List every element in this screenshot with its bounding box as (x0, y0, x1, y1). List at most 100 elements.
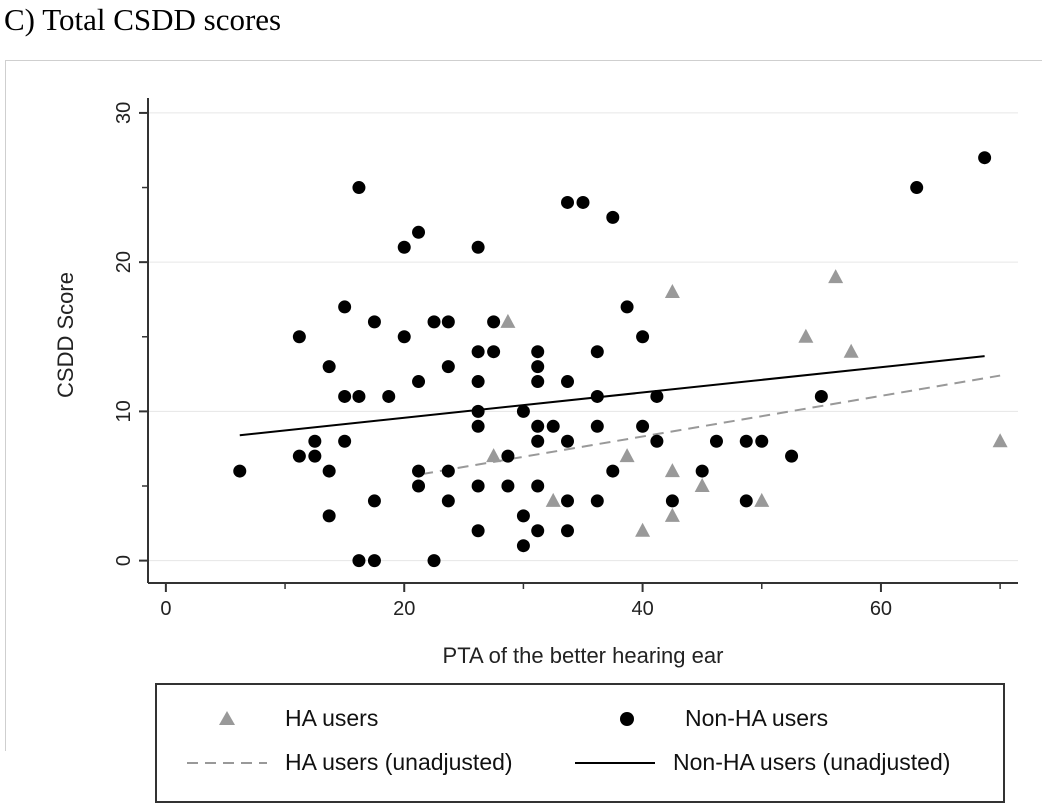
chart-frame (5, 60, 1042, 751)
ha-user-point (828, 269, 844, 284)
fit-lines (239, 355, 1001, 476)
non-ha-user-point (441, 464, 455, 478)
ha-user-point (843, 343, 859, 358)
non-ha-user-point (441, 315, 455, 329)
x-tick-label: 0 (160, 598, 171, 620)
non-ha-user-point (501, 479, 515, 493)
non-ha-user-point (695, 464, 709, 478)
ha-user-point (500, 313, 516, 328)
non-ha-user-point (590, 389, 604, 403)
x-axis-label: PTA of the better hearing ear (443, 643, 724, 668)
non-ha-user-point (561, 434, 575, 448)
non-ha-user-point (665, 494, 679, 508)
non-ha-user-point (785, 449, 799, 463)
non-ha-user-point (412, 464, 426, 478)
non-ha-user-point (531, 345, 545, 359)
non-ha-user-point (531, 524, 545, 538)
non-ha-user-point (352, 181, 366, 195)
ha-user-point (664, 507, 680, 522)
non-ha-user-point (397, 240, 411, 254)
non-ha-user-point (531, 434, 545, 448)
legend-item-non-ha-fit: Non-HA users (unadjusted) (575, 749, 950, 776)
non-ha-user-point (620, 300, 634, 314)
ha-user-point (486, 448, 502, 463)
ha-user-point (798, 328, 814, 343)
non-ha-user-point (427, 554, 441, 568)
non-ha-user-point (471, 345, 485, 359)
legend-label-ha-fit: HA users (unadjusted) (285, 749, 513, 775)
non-ha-user-point (338, 300, 352, 314)
non-ha-user-point (814, 389, 828, 403)
non-ha-user-point (471, 404, 485, 418)
non-ha-user-point (636, 330, 650, 344)
y-tick-label: 30 (113, 102, 135, 124)
non-ha-user-point (561, 494, 575, 508)
circle-icon (587, 707, 667, 731)
ticks: 0 10 20 30 0 20 40 60 (113, 102, 1001, 620)
non-ha-user-point (531, 375, 545, 389)
gridlines (148, 112, 1018, 562)
non-ha-user-point (412, 479, 426, 493)
x-tick-label: 20 (393, 598, 415, 620)
non-ha-fit-line (239, 355, 985, 437)
non-ha-user-point (636, 419, 650, 433)
non-ha-user-point (322, 464, 336, 478)
non-ha-user-point (487, 345, 501, 359)
non-ha-user-point (501, 449, 515, 463)
data-points (233, 151, 1008, 568)
panel-title: C) Total CSDD scores (4, 2, 282, 37)
legend-item-non-ha-users: Non-HA users (587, 705, 828, 732)
non-ha-user-point (516, 539, 530, 553)
legend-label-ha-users: HA users (285, 705, 379, 731)
non-ha-user-point (292, 449, 306, 463)
non-ha-user-point (322, 360, 336, 374)
non-ha-user-point (650, 434, 664, 448)
non-ha-user-point (590, 494, 604, 508)
non-ha-user-point (233, 464, 247, 478)
non-ha-user-point (910, 181, 924, 195)
ha-user-point (664, 463, 680, 478)
non-ha-user-point (709, 434, 723, 448)
legend-label-non-ha-fit: Non-HA users (unadjusted) (673, 749, 951, 775)
non-ha-user-point (441, 494, 455, 508)
solid-line-icon (575, 751, 655, 775)
legend-label-non-ha-users: Non-HA users (685, 705, 829, 731)
non-ha-user-point (412, 375, 426, 389)
ha-user-point (635, 522, 651, 537)
non-ha-user-point (367, 315, 381, 329)
non-ha-user-point (412, 225, 426, 239)
dashed-line-icon (187, 751, 267, 775)
non-ha-user-point (531, 360, 545, 374)
ha-fit-line (421, 374, 1001, 476)
non-ha-user-point (516, 404, 530, 418)
ha-user-point (694, 478, 710, 492)
ha-user-point (992, 433, 1008, 448)
legend-item-ha-fit: HA users (unadjusted) (187, 749, 513, 776)
non-ha-user-point (352, 554, 366, 568)
triangle-icon (187, 707, 267, 731)
y-tick-label: 10 (113, 400, 135, 422)
non-ha-user-point (427, 315, 441, 329)
legend: HA users Non-HA users HA users (unadjust… (155, 683, 1005, 803)
non-ha-user-point (590, 345, 604, 359)
non-ha-user-point (606, 464, 620, 478)
non-ha-user-point (292, 330, 306, 344)
non-ha-user-point (308, 449, 322, 463)
non-ha-user-point (352, 389, 366, 403)
non-ha-user-point (561, 375, 575, 389)
non-ha-user-point (531, 419, 545, 433)
non-ha-user-point (739, 434, 753, 448)
non-ha-user-point (397, 330, 411, 344)
non-ha-user-point (441, 360, 455, 374)
non-ha-user-point (546, 419, 560, 433)
ha-user-point (754, 492, 770, 507)
non-ha-user-point (561, 524, 575, 538)
non-ha-user-point (471, 524, 485, 538)
x-tick-label: 40 (631, 598, 653, 620)
non-ha-user-point (576, 195, 590, 209)
non-ha-user-point (338, 389, 352, 403)
non-ha-user-point (367, 554, 381, 568)
non-ha-user-point (322, 509, 336, 523)
non-ha-user-point (516, 509, 530, 523)
